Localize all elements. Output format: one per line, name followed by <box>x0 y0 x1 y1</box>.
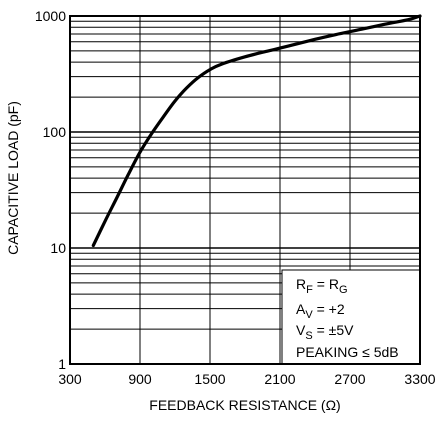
annotation-peaking: PEAKING ≤ 5dB <box>296 344 399 360</box>
x-tick-labels: 300 900 1500 2100 2700 3300 <box>58 371 435 387</box>
y-tick-label: 100 <box>43 124 67 140</box>
av-rest: = +2 <box>313 301 345 317</box>
vs-rest: = ±5V <box>313 322 354 338</box>
plot-frame <box>69 15 421 365</box>
annotation-av: AV = +2 <box>296 301 345 321</box>
rf-main: R <box>296 276 306 292</box>
x-tick-label: 2100 <box>264 371 295 387</box>
vs-sub: S <box>305 330 312 342</box>
av-main: A <box>296 301 306 317</box>
x-tick-label: 900 <box>128 371 152 387</box>
x-tick-label: 1500 <box>194 371 225 387</box>
annotation-vs: VS = ±5V <box>296 322 354 342</box>
x-axis-label: FEEDBACK RESISTANCE (Ω) <box>149 397 340 413</box>
x-tick-label: 3300 <box>404 371 435 387</box>
y-tick-labels: 1 10 100 1000 <box>35 8 66 372</box>
series-line <box>91 14 422 248</box>
series-group <box>91 14 422 248</box>
rf-sub: F <box>306 284 313 296</box>
x-tick-label: 2700 <box>334 371 365 387</box>
rf-mid: = R <box>313 276 339 292</box>
y-tick-label: 1000 <box>35 8 66 24</box>
av-sub: V <box>305 309 313 321</box>
y-tick-label: 10 <box>50 240 66 256</box>
annotation-rf: RF = RG <box>296 276 348 296</box>
y-tick-label: 1 <box>58 356 66 372</box>
y-axis-label: CAPACITIVE LOAD (pF) <box>5 101 21 255</box>
x-tick-label: 300 <box>58 371 82 387</box>
annotation-background <box>281 269 421 365</box>
annotation-box <box>281 269 421 365</box>
vs-main: V <box>296 322 306 338</box>
rf-sub2: G <box>339 284 348 296</box>
